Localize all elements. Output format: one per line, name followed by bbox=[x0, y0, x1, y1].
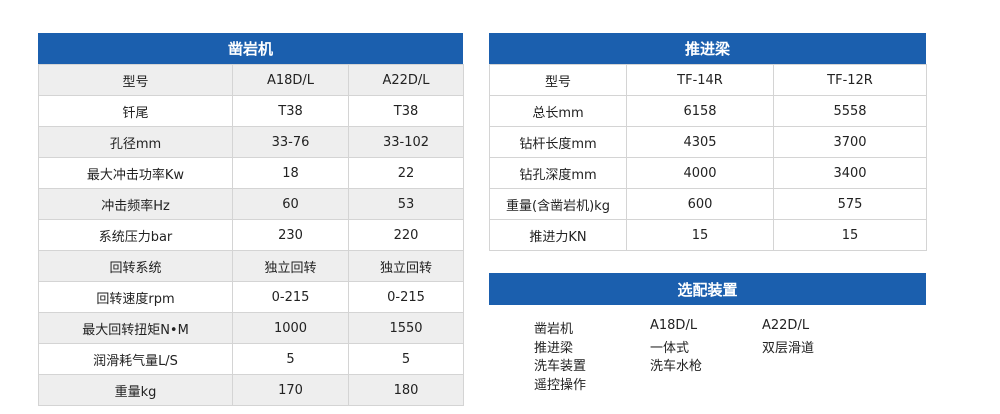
option-category: 洗车装置 bbox=[534, 359, 587, 374]
table-cell: 53 bbox=[348, 188, 464, 220]
table-row: 系统压力bar 230 220 bbox=[38, 219, 464, 251]
table-row: 钻孔深度mm 4000 3400 bbox=[489, 157, 927, 189]
table-cell: 3700 bbox=[773, 126, 927, 158]
column-header: TF-12R bbox=[773, 64, 927, 96]
row-label: 润滑耗气量L/S bbox=[38, 343, 233, 375]
table-cell: 600 bbox=[626, 188, 774, 220]
table-cell: 0-215 bbox=[232, 281, 349, 313]
row-label: 最大冲击功率Kw bbox=[38, 157, 233, 189]
table-cell: 33-102 bbox=[348, 126, 464, 158]
table-row: 总长mm 6158 5558 bbox=[489, 95, 927, 127]
table-cell: 独立回转 bbox=[232, 250, 349, 282]
option-value: 双层滑道 bbox=[762, 340, 815, 356]
table-cell: 3400 bbox=[773, 157, 927, 189]
row-label: 回转系统 bbox=[38, 250, 233, 282]
table-cell: 575 bbox=[773, 188, 927, 220]
row-label: 孔径mm bbox=[38, 126, 233, 158]
row-label: 钎尾 bbox=[38, 95, 233, 127]
table-cell: 170 bbox=[232, 374, 349, 406]
table-cell: 5 bbox=[348, 343, 464, 375]
row-label: 钻孔深度mm bbox=[489, 157, 627, 189]
table-header-row: 型号 A18D/L A22D/L bbox=[38, 64, 464, 96]
table-cell: 220 bbox=[348, 219, 464, 251]
row-label: 系统压力bar bbox=[38, 219, 233, 251]
table-cell: 22 bbox=[348, 157, 464, 189]
rock-drill-title: 凿岩机 bbox=[38, 33, 463, 64]
option-value: 洗车水枪 bbox=[650, 359, 703, 374]
table-row: 重量(含凿岩机)kg 600 575 bbox=[489, 188, 927, 220]
table-row: 重量kg 170 180 bbox=[38, 374, 464, 406]
row-label: 重量(含凿岩机)kg bbox=[489, 188, 627, 220]
table-cell: 1000 bbox=[232, 312, 349, 344]
option-value bbox=[762, 355, 874, 374]
row-label: 冲击频率Hz bbox=[38, 188, 233, 220]
table-cell: 33-76 bbox=[232, 126, 349, 158]
table-cell: 15 bbox=[626, 219, 774, 251]
option-value: 一体式 bbox=[650, 340, 690, 356]
table-cell: 60 bbox=[232, 188, 349, 220]
table-cell: 5 bbox=[232, 343, 349, 375]
table-cell: 1550 bbox=[348, 312, 464, 344]
table-cell: 6158 bbox=[626, 95, 774, 127]
table-cell: T38 bbox=[348, 95, 464, 127]
column-header: TF-14R bbox=[626, 64, 774, 96]
option-value bbox=[762, 374, 874, 393]
column-header: A18D/L bbox=[232, 64, 349, 96]
table-cell: 15 bbox=[773, 219, 927, 251]
table-cell: 18 bbox=[232, 157, 349, 189]
row-label: 重量kg bbox=[38, 374, 233, 406]
table-row: 最大回转扭矩N•M 1000 1550 bbox=[38, 312, 464, 344]
row-label: 总长mm bbox=[489, 95, 627, 127]
column-header: 型号 bbox=[489, 64, 627, 96]
row-label: 推进力KN bbox=[489, 219, 627, 251]
table-row: 润滑耗气量L/S 5 5 bbox=[38, 343, 464, 375]
table-row: 冲击频率Hz 60 53 bbox=[38, 188, 464, 220]
table-cell: 0-215 bbox=[348, 281, 464, 313]
option-category: 推进梁 bbox=[534, 340, 574, 356]
row-label: 最大回转扭矩N•M bbox=[38, 312, 233, 344]
table-row: 孔径mm 33-76 33-102 bbox=[38, 126, 464, 158]
option-category: 凿岩机 bbox=[534, 322, 574, 337]
feed-beam-title: 推进梁 bbox=[489, 33, 926, 64]
column-header: A22D/L bbox=[348, 64, 464, 96]
rock-drill-spec-table: 型号 A18D/L A22D/L 钎尾 T38 T38 孔径mm 33-76 3… bbox=[38, 64, 464, 406]
options-title: 选配装置 bbox=[489, 273, 926, 305]
column-header: 型号 bbox=[38, 64, 233, 96]
option-value bbox=[650, 374, 762, 393]
table-cell: T38 bbox=[232, 95, 349, 127]
table-cell: 5558 bbox=[773, 95, 927, 127]
option-category: 遥控操作 bbox=[534, 377, 587, 393]
table-row: 推进力KN 15 15 bbox=[489, 219, 927, 251]
table-cell: 独立回转 bbox=[348, 250, 464, 282]
table-row: 最大冲击功率Kw 18 22 bbox=[38, 157, 464, 189]
table-cell: 180 bbox=[348, 374, 464, 406]
feed-beam-spec-table: 型号 TF-14R TF-12R 总长mm 6158 5558 钻杆长度mm 4… bbox=[489, 64, 927, 251]
table-row: 回转速度rpm 0-215 0-215 bbox=[38, 281, 464, 313]
table-row: 钎尾 T38 T38 bbox=[38, 95, 464, 127]
table-cell: 230 bbox=[232, 219, 349, 251]
row-label: 钻杆长度mm bbox=[489, 126, 627, 158]
option-value: A22D/L bbox=[762, 318, 810, 333]
table-header-row: 型号 TF-14R TF-12R bbox=[489, 64, 927, 96]
table-row: 回转系统 独立回转 独立回转 bbox=[38, 250, 464, 282]
table-cell: 4305 bbox=[626, 126, 774, 158]
table-row: 钻杆长度mm 4305 3700 bbox=[489, 126, 927, 158]
option-value: A18D/L bbox=[650, 318, 698, 333]
table-cell: 4000 bbox=[626, 157, 774, 189]
options-list: 凿岩机 A18D/L A22D/L 推进梁 一体式 双层滑道 洗车装置 洗车水枪… bbox=[534, 318, 874, 393]
row-label: 回转速度rpm bbox=[38, 281, 233, 313]
